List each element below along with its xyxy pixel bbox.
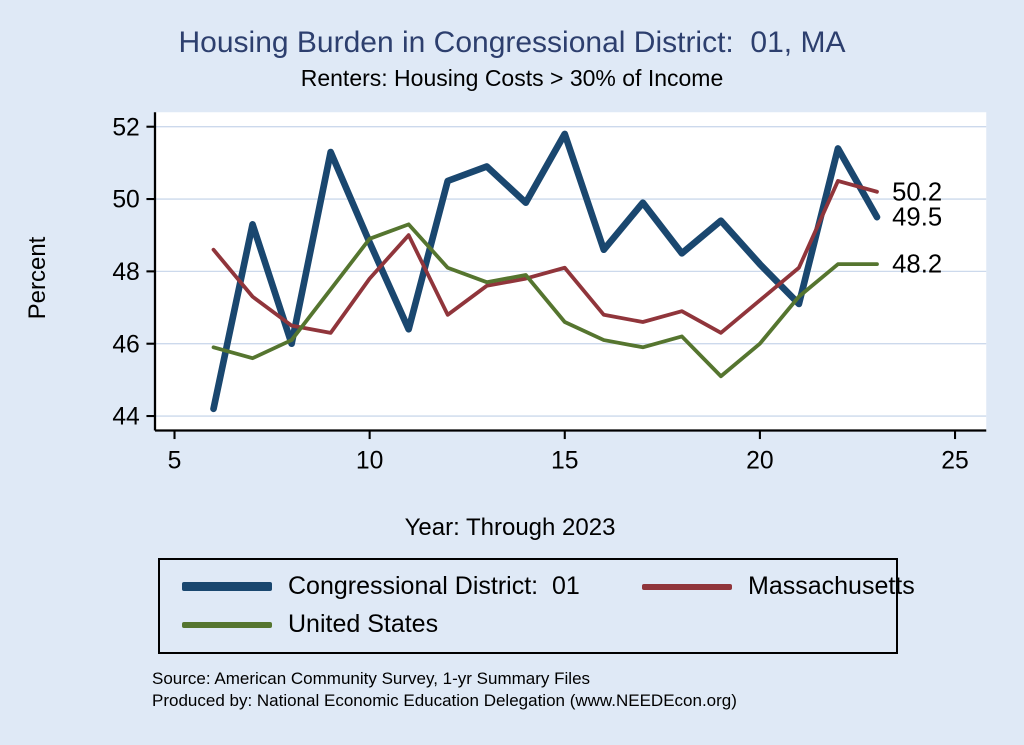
end-label-massachusetts: 50.2 bbox=[892, 178, 942, 206]
plot-container: 44 46 48 50 52 5 10 15 20 25 49.5 50.2 48.2 bbox=[60, 98, 1024, 502]
legend-swatch-congressional-district-01 bbox=[182, 582, 272, 591]
notes: Source: American Community Survey, 1-yr … bbox=[152, 668, 1024, 712]
legend-item-massachusetts: Massachusetts bbox=[642, 572, 915, 602]
chart-subtitle: Renters: Housing Costs > 30% of Income bbox=[300, 64, 724, 91]
series-line-congressional-district-01 bbox=[210, 130, 881, 412]
series-line-massachusetts bbox=[211, 178, 879, 335]
y-tick-label: 46 bbox=[112, 331, 139, 358]
x-tick-label: 20 bbox=[746, 447, 773, 474]
legend-swatch-united-states bbox=[182, 621, 272, 628]
x-tick-label: 5 bbox=[168, 447, 182, 474]
x-tick-label: 25 bbox=[941, 447, 968, 474]
end-label-united-states: 48.2 bbox=[892, 250, 942, 278]
x-tick-label: 15 bbox=[551, 447, 578, 474]
end-label-congressional-district-01: 49.5 bbox=[892, 203, 942, 231]
x-axis-label: Year: Through 2023 bbox=[404, 513, 616, 541]
legend-label: Congressional District: 01 bbox=[288, 572, 580, 600]
source-note: Source: American Community Survey, 1-yr … bbox=[152, 668, 591, 688]
legend-item-united-states: United States bbox=[182, 610, 632, 640]
legend-swatch-massachusetts bbox=[642, 583, 732, 590]
x-tick-label: 10 bbox=[356, 447, 383, 474]
legend-label: Massachusetts bbox=[748, 572, 915, 600]
legend-label: United States bbox=[288, 610, 439, 638]
produced-by-note: Produced by: National Economic Education… bbox=[152, 690, 737, 710]
chart-title: Housing Burden in Congressional District… bbox=[178, 26, 846, 59]
legend-item-congressional-district-01: Congressional District: 01 bbox=[182, 572, 632, 602]
y-tick-label: 48 bbox=[112, 258, 139, 285]
y-axis-label: Percent bbox=[24, 236, 51, 320]
series-line-united-states bbox=[211, 221, 879, 378]
legend: Congressional District: 01 Massachusetts U… bbox=[158, 557, 915, 654]
y-tick-label: 52 bbox=[112, 114, 139, 141]
chart-svg: 44 46 48 50 52 5 10 15 20 25 49.550.2 48.2 bbox=[112, 111, 987, 474]
y-tick-label: 50 bbox=[112, 186, 139, 213]
y-tick-label: 44 bbox=[112, 403, 139, 430]
